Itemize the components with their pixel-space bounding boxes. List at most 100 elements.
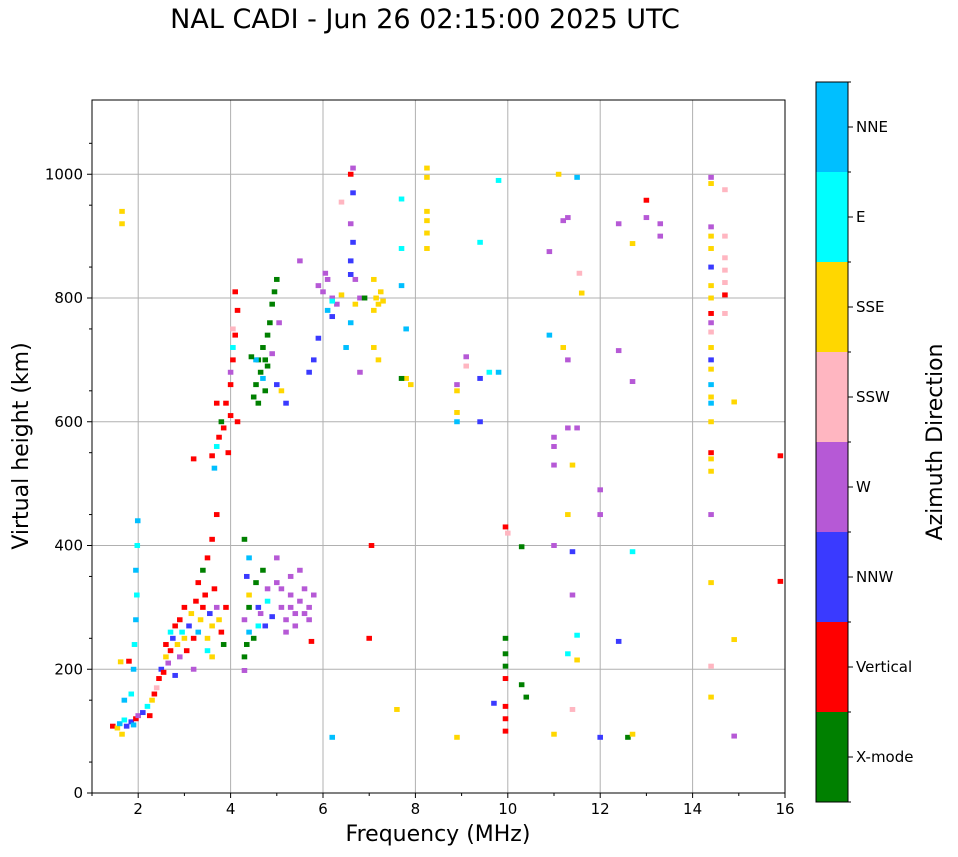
data-point-sse: [403, 375, 409, 381]
data-point-nnw: [186, 623, 192, 629]
x-tick-label: 10: [498, 800, 517, 818]
data-point-nnw: [269, 614, 275, 620]
data-point-w: [347, 221, 354, 227]
colorbar-swatch-nne: [816, 82, 848, 172]
data-point-nnw: [347, 272, 354, 277]
data-point-e: [486, 369, 493, 375]
data-point-ssw: [722, 280, 728, 286]
colorbar-swatch-w: [816, 442, 848, 532]
data-point-vertical: [232, 332, 238, 338]
data-point-w: [565, 425, 571, 431]
data-point-nnw: [123, 723, 130, 729]
data-point-w: [560, 218, 567, 224]
data-point-w: [278, 604, 285, 610]
data-point-nne: [403, 326, 409, 332]
data-point-e: [144, 703, 151, 709]
data-point-sse: [119, 208, 125, 214]
data-point-vertical: [502, 524, 509, 530]
data-point-nnw: [310, 357, 317, 363]
data-point-nnw: [128, 719, 135, 725]
data-point-w: [334, 301, 340, 307]
data-point-sse: [149, 697, 155, 703]
y-axis: 0 200 400 600 800 1000: [45, 142, 92, 802]
x-tick-label: 14: [683, 800, 702, 818]
data-point-ssw: [569, 706, 576, 712]
data-point-w: [301, 611, 308, 617]
data-point-x-mode: [246, 604, 252, 610]
data-point-sse: [551, 731, 557, 737]
data-point-x-mode: [255, 400, 262, 406]
data-point-nnw: [283, 400, 289, 406]
data-point-w: [708, 224, 714, 230]
data-point-e: [204, 648, 211, 654]
data-point-nnw: [597, 734, 603, 740]
data-point-x-mode: [260, 345, 266, 350]
data-point-w: [350, 165, 356, 171]
data-point-x-mode: [625, 734, 631, 740]
data-point-sse: [708, 366, 714, 372]
data-point-x-mode: [398, 375, 405, 381]
data-point-vertical: [232, 289, 238, 295]
data-point-e: [213, 444, 220, 449]
data-point-sse: [197, 617, 204, 623]
data-point-vertical: [218, 629, 225, 635]
data-point-vertical: [167, 648, 174, 654]
data-point-vertical: [220, 425, 227, 431]
data-point-w: [320, 289, 326, 295]
data-point-w: [329, 295, 336, 301]
data-point-nnw: [491, 700, 497, 706]
y-tick-label: 400: [54, 537, 83, 555]
data-point-w: [306, 617, 312, 623]
data-point-nne: [116, 721, 123, 727]
data-point-nnw: [615, 638, 622, 644]
colorbar-swatch-ssw: [816, 352, 848, 442]
data-point-w: [297, 258, 303, 264]
data-point-nnw: [350, 190, 356, 196]
data-point-w: [551, 444, 557, 449]
data-point-w: [551, 462, 557, 468]
data-point-w: [241, 668, 248, 673]
data-point-x-mode: [250, 635, 257, 641]
x-tick-label: 16: [775, 800, 794, 818]
data-point-w: [657, 233, 664, 239]
data-point-e: [264, 598, 271, 604]
y-tick-label: 800: [54, 289, 83, 307]
data-point-nnw: [255, 604, 262, 610]
data-marks: [110, 165, 784, 740]
data-point-sse: [708, 468, 714, 474]
data-point-e: [398, 196, 405, 202]
data-point-sse: [708, 233, 714, 239]
data-point-ssw: [722, 187, 728, 193]
data-point-nne: [260, 375, 266, 381]
data-point-w: [551, 434, 557, 440]
data-point-vertical: [209, 453, 215, 459]
data-point-sse: [424, 165, 430, 171]
data-point-sse: [578, 290, 585, 296]
data-point-e: [131, 642, 138, 647]
data-point-w: [352, 276, 359, 282]
colorbar-tick-label: X-mode: [856, 748, 913, 766]
data-point-vertical: [183, 648, 190, 654]
data-point-x-mode: [253, 580, 259, 586]
data-point-nnw: [477, 375, 483, 381]
data-point-e: [134, 592, 140, 598]
data-point-sse: [708, 694, 714, 700]
x-axis: 2 4 6 8 10 12 14 16: [91, 793, 795, 818]
data-point-nnw: [170, 635, 176, 641]
data-point-nne: [246, 629, 252, 635]
data-point-nne: [195, 629, 202, 635]
data-point-nnw: [315, 335, 322, 341]
data-point-sse: [163, 654, 169, 660]
data-point-nnw: [708, 264, 714, 270]
data-point-w: [657, 221, 664, 227]
data-point-sse: [708, 345, 714, 350]
data-point-vertical: [200, 604, 206, 610]
data-point-w: [297, 567, 303, 573]
data-point-w: [463, 354, 469, 360]
data-point-x-mode: [220, 642, 227, 647]
data-point-ssw: [576, 270, 583, 276]
data-point-x-mode: [200, 567, 206, 573]
colorbar-frame: [815, 81, 849, 803]
data-point-vertical: [146, 713, 153, 719]
data-point-vertical: [204, 555, 211, 561]
